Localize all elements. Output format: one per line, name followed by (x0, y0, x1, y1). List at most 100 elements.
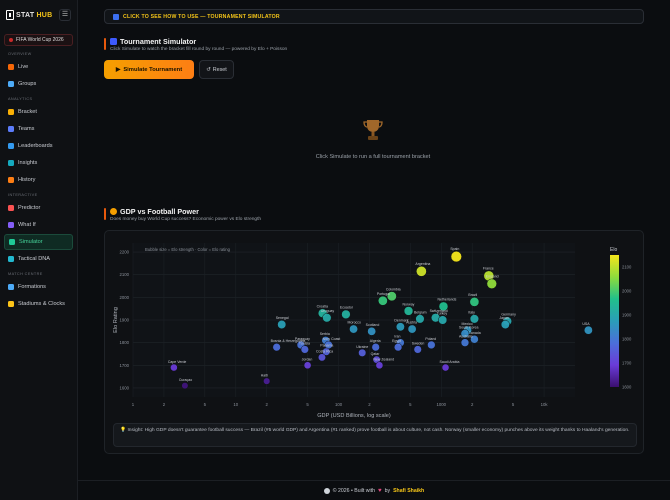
gdp-elo-scatter-chart[interactable]: 1600 1700 1800 1900 2000 2100 2200 1 2 5 10 2 5 100 2 5… (105, 231, 645, 421)
scatter-point[interactable] (416, 265, 427, 277)
colorbar (610, 255, 619, 387)
scatter-point[interactable] (395, 322, 405, 332)
logo-text-a: STAT (16, 11, 35, 19)
competition-selector[interactable]: FIFA World Cup 2026 (4, 34, 73, 46)
point-label: England (486, 275, 499, 279)
scatter-point[interactable] (469, 297, 480, 307)
sidebar-item-live[interactable]: Live (4, 59, 73, 75)
menu-toggle-button[interactable]: ☰ (59, 9, 71, 21)
scatter-point[interactable] (263, 377, 271, 385)
heart-icon: ♥ (378, 487, 382, 494)
scatter-point[interactable] (181, 382, 189, 390)
scatter-point[interactable] (322, 347, 331, 356)
sidebar-item-label: Leaderboards (18, 143, 53, 149)
reset-button[interactable]: ↺ Reset (199, 60, 234, 79)
y-tick-label: 2100 (119, 272, 129, 277)
sidebar-item-label: Bracket (18, 109, 37, 115)
point-label: Scotland (366, 323, 380, 327)
scatter-point[interactable] (375, 361, 384, 370)
sidebar-item-leaderboards[interactable]: Leaderboards (4, 138, 73, 154)
insight-box: 💡 Insight: High GDP doesn't guarantee fo… (113, 423, 637, 447)
logo-text-b: HUB (36, 11, 53, 19)
sidebar-item-simulator[interactable]: Simulator (4, 234, 73, 250)
sidebar-item-tactical-dna[interactable]: Tactical DNA (4, 251, 73, 267)
scatter-point[interactable] (460, 338, 470, 347)
point-label: Denmark (394, 318, 408, 322)
scatter-point[interactable] (413, 345, 422, 354)
scatter-point[interactable] (303, 361, 312, 370)
sidebar-item-teams[interactable]: Teams (4, 121, 73, 137)
scatter-point[interactable] (470, 335, 479, 344)
sidebar-item-what-if[interactable]: What If (4, 217, 73, 233)
colorbar-tick-label: 1700 (622, 361, 632, 366)
point-label: New Zealand (373, 358, 394, 362)
point-label: USA (582, 322, 590, 326)
scatter-point[interactable] (460, 329, 470, 338)
scatter-point[interactable] (450, 251, 462, 263)
simulator-icon (9, 239, 15, 245)
scatter-point[interactable] (407, 324, 417, 334)
sidebar-item-stadiums-clocks[interactable]: Stadiums & Clocks (4, 296, 73, 312)
scatter-point[interactable] (438, 315, 448, 325)
scatter-point[interactable] (322, 313, 332, 323)
point-label: Curaçao (179, 378, 192, 382)
colorbar-tick-label: 1800 (622, 337, 632, 342)
scatter-point[interactable] (469, 314, 479, 324)
point-label: Ivory Coast (323, 337, 341, 341)
scatter-point[interactable] (349, 324, 358, 334)
scatter-point[interactable] (371, 343, 380, 352)
scatter-point[interactable] (272, 343, 281, 352)
footer-text: © 2026 • Built with (332, 487, 376, 494)
scatter-point[interactable] (318, 353, 326, 362)
scatter-point[interactable] (341, 309, 351, 319)
sidebar-item-groups[interactable]: Groups (4, 76, 73, 92)
scatter-point[interactable] (438, 301, 449, 312)
simulate-tournament-button[interactable]: ▶ Simulate Tournament (104, 60, 194, 79)
point-label: Jordan (302, 358, 313, 362)
point-label: Japan (499, 316, 509, 320)
scatter-point[interactable] (394, 343, 403, 352)
point-label: Australia (459, 335, 473, 339)
point-label: Sweden (412, 341, 425, 345)
point-label: Costa Rica (316, 349, 333, 353)
point-label: South Korea (459, 325, 479, 329)
scatter-point[interactable] (358, 348, 367, 357)
scatter-point[interactable] (300, 345, 309, 354)
point-label: Colombia (386, 287, 401, 291)
point-label: Ecuador (340, 306, 354, 310)
footer-author[interactable]: Shafi Shaikh (393, 487, 425, 494)
scatter-point[interactable] (415, 314, 425, 324)
reset-icon: ↺ (206, 66, 211, 73)
scatter-point[interactable] (367, 326, 377, 336)
scatter-point[interactable] (170, 363, 178, 372)
scatter-point[interactable] (427, 340, 436, 350)
scatter-point[interactable] (584, 325, 593, 335)
sidebar-item-label: Simulator (19, 239, 43, 245)
point-label: Canada (468, 331, 480, 335)
colorbar-tick-label: 2000 (622, 289, 632, 294)
sidebar-item-bracket[interactable]: Bracket (4, 104, 73, 120)
sidebar-item-history[interactable]: History (4, 172, 73, 188)
sidebar-item-predictor[interactable]: Predictor (4, 200, 73, 216)
how-to-use-banner[interactable]: CLICK TO SEE HOW TO USE — TOURNAMENT SIM… (104, 9, 644, 24)
teams-icon (8, 126, 14, 132)
point-label: Austria (406, 321, 417, 325)
predictor-icon (8, 205, 14, 211)
scatter-point[interactable] (500, 320, 510, 330)
scatter-point[interactable] (386, 291, 397, 302)
x-tick-label: 2 (266, 402, 269, 407)
y-tick-label: 2000 (119, 295, 129, 300)
x-tick-label: 10 (233, 402, 238, 407)
y-axis-label: Elo Rating (113, 307, 119, 333)
scatter-point[interactable] (403, 306, 414, 316)
sidebar-item-insights[interactable]: Insights (4, 155, 73, 171)
app-logo[interactable]: STAT HUB (6, 10, 53, 20)
scatter-point[interactable] (486, 278, 497, 289)
point-label: Spain (450, 247, 459, 251)
bracket-empty-message: Click Simulate to run a full tournament … (315, 154, 431, 160)
scatter-point[interactable] (277, 320, 287, 330)
sidebar-item-formations[interactable]: Formations (4, 279, 73, 295)
scatter-point[interactable] (378, 295, 388, 306)
scatter-point[interactable] (441, 363, 450, 372)
point-label: Portugal (377, 292, 390, 296)
